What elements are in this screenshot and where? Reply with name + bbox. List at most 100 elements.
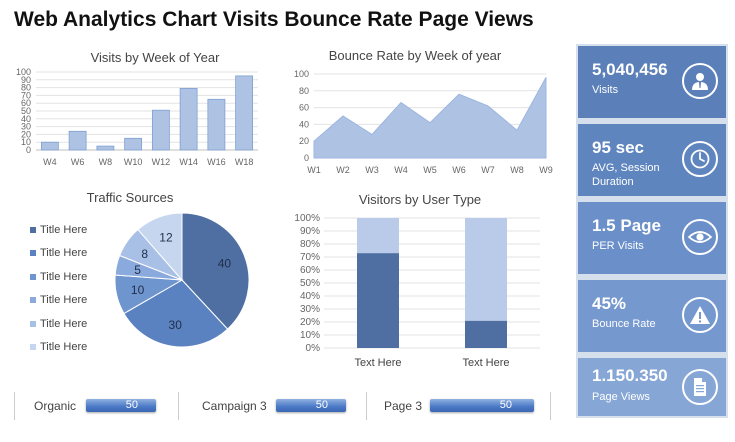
kpi-label: Page Views [592,391,650,403]
legend-item: Title Here [30,218,87,242]
legend-label: Title Here [40,270,88,283]
y-tick-label: 90% [300,226,320,237]
x-tick-label: Text Here [354,357,401,369]
y-tick-label: 0 [26,145,31,155]
metric-label: Campaign 3 [202,399,267,413]
legend-swatch [30,344,36,351]
metric-value: 50 [315,399,328,411]
legend-swatch [30,226,36,233]
page-title: Web Analytics Chart Visits Bounce Rate P… [14,8,534,31]
kpi-label: Bounce Rate [592,318,656,330]
x-tick-label: W7 [481,165,495,175]
kpi-label: Visits [592,84,619,96]
x-tick-label: W8 [510,165,524,175]
y-tick-label: 70% [300,252,320,263]
y-tick-label: 40% [300,291,320,302]
legend-swatch [30,320,36,327]
legend-label: Title Here [40,294,88,307]
y-tick-label: 60 [299,103,309,113]
kpi-value: 5,040,456 [592,60,668,79]
y-tick-label: 0 [304,153,309,163]
stacked-bar-segment [465,218,507,321]
kpi-value: 1.150.350 [592,366,668,385]
bar [40,141,59,151]
x-tick-label: W16 [207,157,226,167]
y-tick-label: 20 [21,129,31,139]
x-tick-label: W2 [336,165,350,175]
stacked-bar-segment [465,320,507,348]
kpi-label: AVG, Session Duration [592,162,660,188]
kpi-card-session: 95 sec AVG, Session Duration [578,124,726,196]
bar [124,137,143,151]
metric-label: Organic [34,399,77,413]
x-tick-label: W5 [423,165,437,175]
legend-item: Title Here [30,336,87,360]
kpi-value: 95 sec [592,138,644,157]
bar [96,145,115,151]
pie-value-label: 10 [131,283,145,297]
y-tick-label: 80 [21,83,31,93]
y-tick-label: 80 [299,86,309,96]
legend-swatch [30,297,36,304]
visitors-chart-title: Visitors by User Type [358,192,482,207]
metric-value: 50 [125,399,138,411]
metric-bar [276,399,346,412]
traffic-chart-title: Traffic Sources [86,190,174,205]
document-icon [682,369,718,405]
y-tick-label: 70 [21,90,31,100]
y-tick-label: 10 [21,137,31,147]
kpi-panel: 5,040,456 Visits 95 sec AVG, Session Dur… [576,44,728,418]
y-tick-label: 20% [300,317,320,328]
visitors-stacked-chart: 0% 10% 20% 30% 40% 50% 60% 70% 80% 90% 100% Text He… [294,213,540,369]
area-series [313,77,547,159]
pie-slice [123,279,229,348]
metric-organic: Organic [34,388,76,424]
y-tick-label: 50 [21,106,31,116]
y-tick-label: 30 [21,122,31,132]
pie-value-label: 12 [159,230,173,244]
stacked-bar-segment [357,253,399,348]
bar [235,75,254,151]
metric-campaign: Campaign 3 [202,388,267,424]
kpi-label: PER Visits [592,240,644,252]
x-tick-label: W8 [99,157,113,167]
y-tick-label: 80% [300,239,320,250]
kpi-card-pages: 1.5 Page PER Visits [578,202,726,274]
x-tick-label: W6 [71,157,85,167]
x-tick-label: W18 [235,157,254,167]
metric-page: Page 3 [384,388,422,424]
separator [178,392,179,420]
clock-icon [682,141,718,177]
kpi-value: 45% [592,294,627,313]
bar [179,87,198,151]
bounce-chart: 0 20 40 60 80 100 W1 W2 W3 W4 W5 W6 W7 W8 W9 [294,69,553,175]
y-tick-label: 50% [300,278,320,289]
y-tick-label: 40 [299,119,309,129]
metric-label: Page 3 [384,399,423,413]
pie-value-label: 30 [169,318,183,332]
y-tick-label: 100 [16,67,31,77]
x-tick-label: W4 [43,157,57,167]
legend-swatch [30,250,36,257]
separator [14,392,15,420]
warning-icon [682,297,718,333]
metric-bar [430,399,534,412]
bar [207,98,226,151]
bar [68,130,87,151]
metric-value: 50 [499,399,512,411]
kpi-card-pageviews: 1.150.350 Page Views [578,358,726,416]
y-tick-label: 100% [294,213,320,224]
metric-bar [86,399,156,412]
legend-item: Title Here [30,289,87,313]
pie-legend: Title Here Title Here Title Here Title Here… [30,218,87,359]
x-tick-label: W3 [365,165,379,175]
y-tick-label: 100 [294,69,309,79]
legend-label: Title Here [40,223,88,236]
bottom-metrics: Organic 50 Campaign 3 50 Page 3 50 [14,388,554,424]
separator [366,392,367,420]
eye-icon [682,219,718,255]
y-tick-label: 30% [300,304,320,315]
legend-swatch [30,273,36,280]
legend-label: Title Here [40,247,88,260]
